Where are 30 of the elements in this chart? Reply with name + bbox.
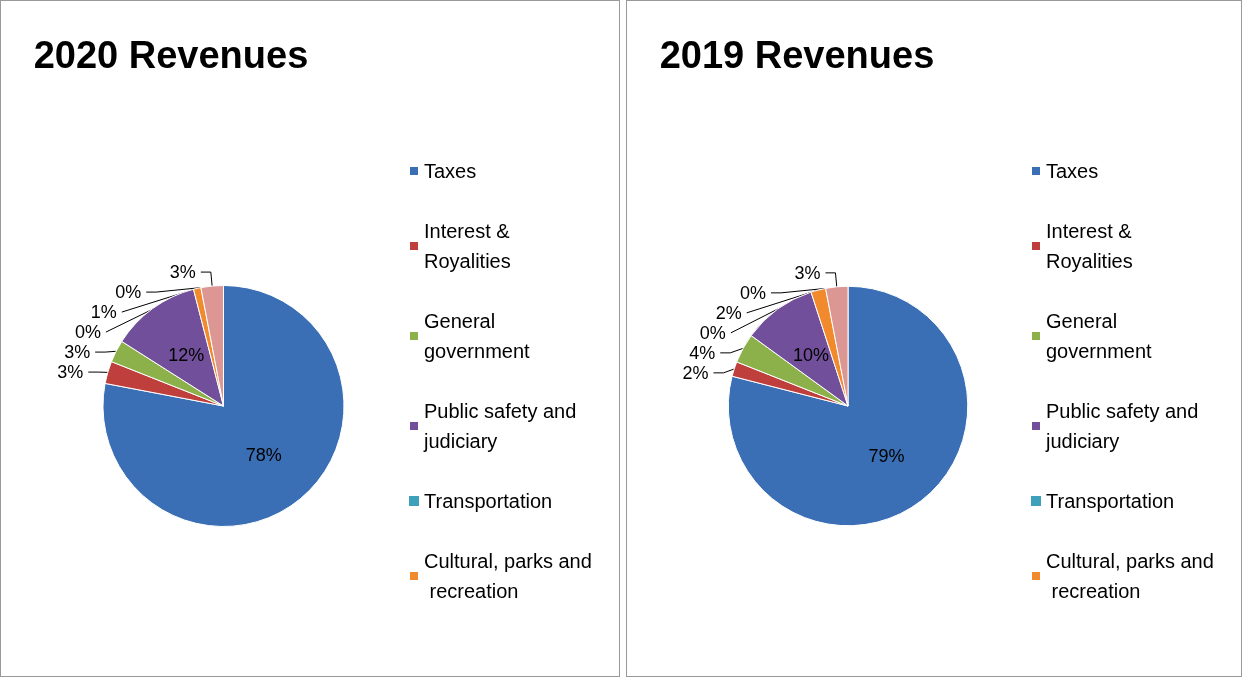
data-label: 79% xyxy=(868,445,905,466)
text: 0% xyxy=(115,282,142,303)
legend-label: Transportation xyxy=(424,490,553,512)
data-label: 3% xyxy=(794,262,821,283)
legend-label: General government xyxy=(424,310,531,362)
legend-label: Public safety and judiciary xyxy=(423,400,582,452)
data-label: 2% xyxy=(715,302,742,323)
data-label: 78% xyxy=(245,444,282,465)
text: 0% xyxy=(74,322,101,343)
data-label: 4% xyxy=(689,342,716,363)
data-label: 3% xyxy=(169,262,196,283)
chart-title: 2019 Revenues xyxy=(659,34,935,76)
legend-label: Interest & Royalities xyxy=(1046,220,1138,272)
text: 0% xyxy=(739,282,766,303)
data-label: 3% xyxy=(64,342,91,363)
legend-label: Public safety and judiciary xyxy=(1045,400,1204,452)
legend-label: Cultural, parks and recreation xyxy=(424,550,592,602)
chart-title: 2020 Revenues xyxy=(33,34,309,76)
data-label: 3% xyxy=(57,362,84,383)
data-label: 10% xyxy=(793,345,830,366)
legend-label: General government xyxy=(1046,310,1153,362)
legend-label: Taxes xyxy=(424,160,477,182)
data-label: 1% xyxy=(90,302,117,323)
text: 0% xyxy=(699,322,726,343)
legend-label: Cultural, parks and recreation xyxy=(1046,550,1214,602)
legend-label: Transportation xyxy=(1046,490,1175,512)
data-label: 2% xyxy=(682,362,709,383)
data-label: 12% xyxy=(168,344,205,365)
legend-label: Interest & Royalities xyxy=(424,220,516,272)
legend-label: Taxes xyxy=(1046,160,1099,182)
